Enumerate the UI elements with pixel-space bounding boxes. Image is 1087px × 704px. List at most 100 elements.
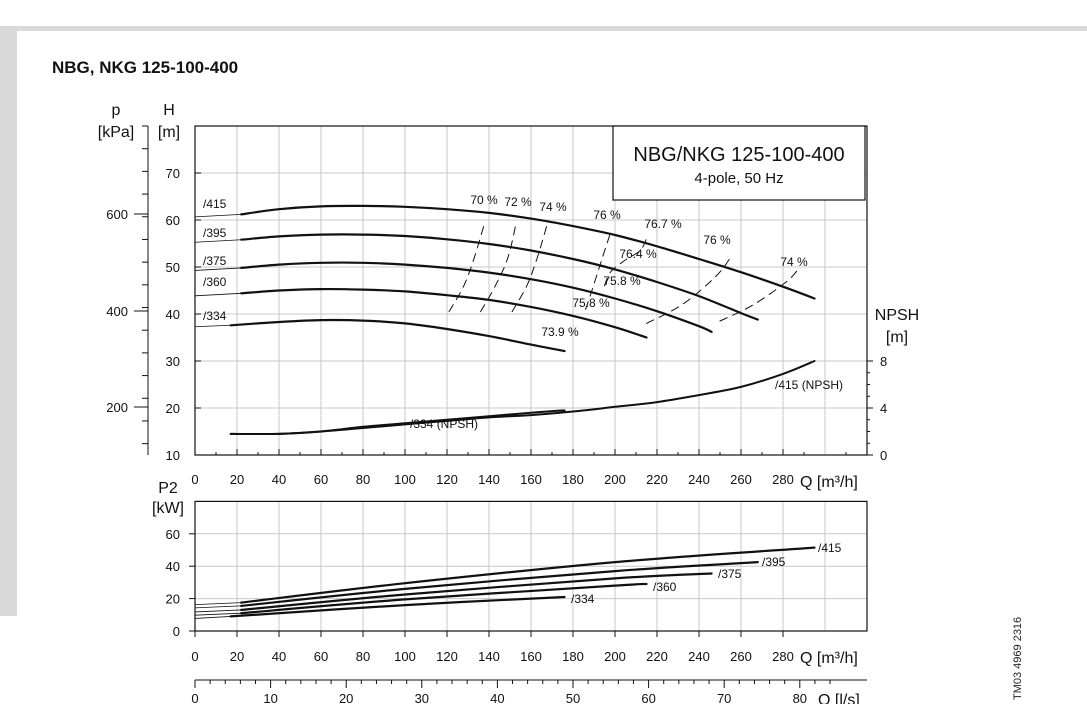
efficiency-label-70: 70 % (470, 193, 498, 207)
ls-tick-label: 60 (641, 691, 655, 704)
head-curve-extension (194, 324, 231, 328)
efficiency-label-75-8: 75.8 % (572, 296, 610, 310)
power-x-tick-label: 180 (562, 649, 584, 664)
power-x-tick-label: 200 (604, 649, 626, 664)
npsh-axis-unit: [m] (886, 329, 908, 346)
efficiency-contour (511, 221, 549, 313)
h-tick-label: 60 (166, 213, 180, 228)
head-x-tick-label: 60 (314, 472, 328, 487)
power-series-label-415: /415 (818, 541, 842, 555)
efficiency-contour (646, 257, 731, 324)
series-label-334: /334 (203, 309, 227, 323)
power-x-tick-label: 20 (230, 649, 244, 664)
power-x-tick-label: 40 (272, 649, 286, 664)
ls-tick-label: 40 (490, 691, 504, 704)
power-x-tick-label: 80 (356, 649, 370, 664)
efficiency-contour (448, 221, 486, 313)
efficiency-label-72: 72 % (504, 195, 532, 209)
head-x-tick-label: 40 (272, 472, 286, 487)
power-chart: 0 20 40 60 80 100 120 140 160 180 200 220 240 260 280 Q… (152, 480, 868, 667)
series-label-415: /415 (203, 197, 227, 211)
head-x-tick-label: 240 (688, 472, 710, 487)
head-curve-395 (240, 233, 759, 321)
power-curve-334 (229, 595, 566, 618)
efficiency-label-76: 76 % (593, 208, 621, 222)
head-curve-360 (240, 287, 648, 339)
series-label-360: /360 (203, 275, 227, 289)
power-curve-extension (194, 605, 242, 609)
series-label-395: /395 (203, 226, 227, 240)
ls-tick-label: 20 (339, 691, 353, 704)
npsh-tick-label: 8 (880, 354, 887, 369)
h-tick-label: 20 (166, 401, 180, 416)
head-x-tick-label: 80 (356, 472, 370, 487)
head-x-tick-label: 260 (730, 472, 752, 487)
head-x-tick-label: 180 (562, 472, 584, 487)
power-curve-extension (194, 616, 231, 619)
efficiency-label-74: 74 % (780, 255, 808, 269)
h-tick-label: 50 (166, 260, 180, 275)
p2-tick-label: 0 (173, 624, 180, 639)
p-tick-label: 600 (106, 207, 128, 222)
ls-axis-label: Q [l/s] (818, 692, 860, 704)
power-series-label-395: /395 (762, 555, 786, 569)
power-curve-extension (194, 612, 242, 616)
efficiency-label-74: 74 % (539, 200, 567, 214)
efficiency-label-73-9: 73.9 % (541, 325, 579, 339)
power-x-tick-label: 140 (478, 649, 500, 664)
ls-tick-label: 30 (415, 691, 429, 704)
power-x-tick-label: 160 (520, 649, 542, 664)
power-x-tick-label: 220 (646, 649, 668, 664)
chart-title-box (612, 125, 866, 201)
head-curve-415-npsh (229, 360, 816, 436)
npsh-tick-label: 0 (880, 448, 887, 463)
efficiency-label-76: 76 % (703, 233, 731, 247)
npsh-axis-label: NPSH (875, 307, 919, 324)
series-label-375: /375 (203, 254, 227, 268)
efficiency-contour (480, 221, 517, 313)
power-curve-360 (240, 582, 648, 615)
power-curve-extension (194, 609, 242, 613)
h-tick-label: 10 (166, 448, 180, 463)
head-curve-415 (240, 204, 816, 300)
head-x-tick-label: 220 (646, 472, 668, 487)
page-title: NBG, NKG 125-100-400 (52, 58, 239, 77)
power-series-label-334: /334 (571, 592, 595, 606)
ls-tick-label: 50 (566, 691, 580, 704)
ls-tick-label: 10 (263, 691, 277, 704)
h-tick-label: 40 (166, 307, 180, 322)
head-curve-334-npsh (229, 409, 566, 436)
p2-tick-label: 40 (166, 559, 180, 574)
head-x-axis-label: Q [m³/h] (800, 474, 858, 491)
top-band (0, 26, 1087, 31)
npsh-tick-label: 4 (880, 401, 887, 416)
p-axis-unit: [kPa] (98, 124, 134, 141)
power-x-tick-label: 280 (772, 649, 794, 664)
head-x-tick-label: 0 (191, 472, 198, 487)
p2-axis-unit: [kW] (152, 500, 184, 517)
head-x-tick-label: 280 (772, 472, 794, 487)
ls-tick-label: 0 (191, 691, 198, 704)
flow-ls-axis: 0 10 20 30 40 50 60 70 80 Q [l/s] (191, 679, 867, 704)
h-axis-label: H (163, 102, 175, 119)
power-series-label-375: /375 (718, 567, 742, 581)
power-x-axis-label: Q [m³/h] (800, 650, 858, 667)
efficiency-label-75-8: 75.8 % (603, 274, 641, 288)
head-curve-extension (194, 267, 242, 271)
power-x-tick-label: 0 (191, 649, 198, 664)
power-curve-395 (240, 561, 759, 607)
power-x-tick-label: 60 (314, 649, 328, 664)
p-axis-label: p (112, 102, 121, 119)
head-x-tick-label: 140 (478, 472, 500, 487)
power-curve-375 (240, 572, 713, 611)
h-tick-label: 30 (166, 354, 180, 369)
power-series-label-360: /360 (653, 580, 677, 594)
efficiency-contour (719, 266, 801, 322)
p-tick-label: 400 (106, 304, 128, 319)
chart-title: NBG/NKG 125-100-400 (633, 144, 844, 166)
p2-axis-label: P2 (158, 480, 178, 497)
head-x-tick-label: 200 (604, 472, 626, 487)
efficiency-contour (585, 231, 612, 310)
chart-subtitle: 4-pole, 50 Hz (694, 170, 783, 187)
